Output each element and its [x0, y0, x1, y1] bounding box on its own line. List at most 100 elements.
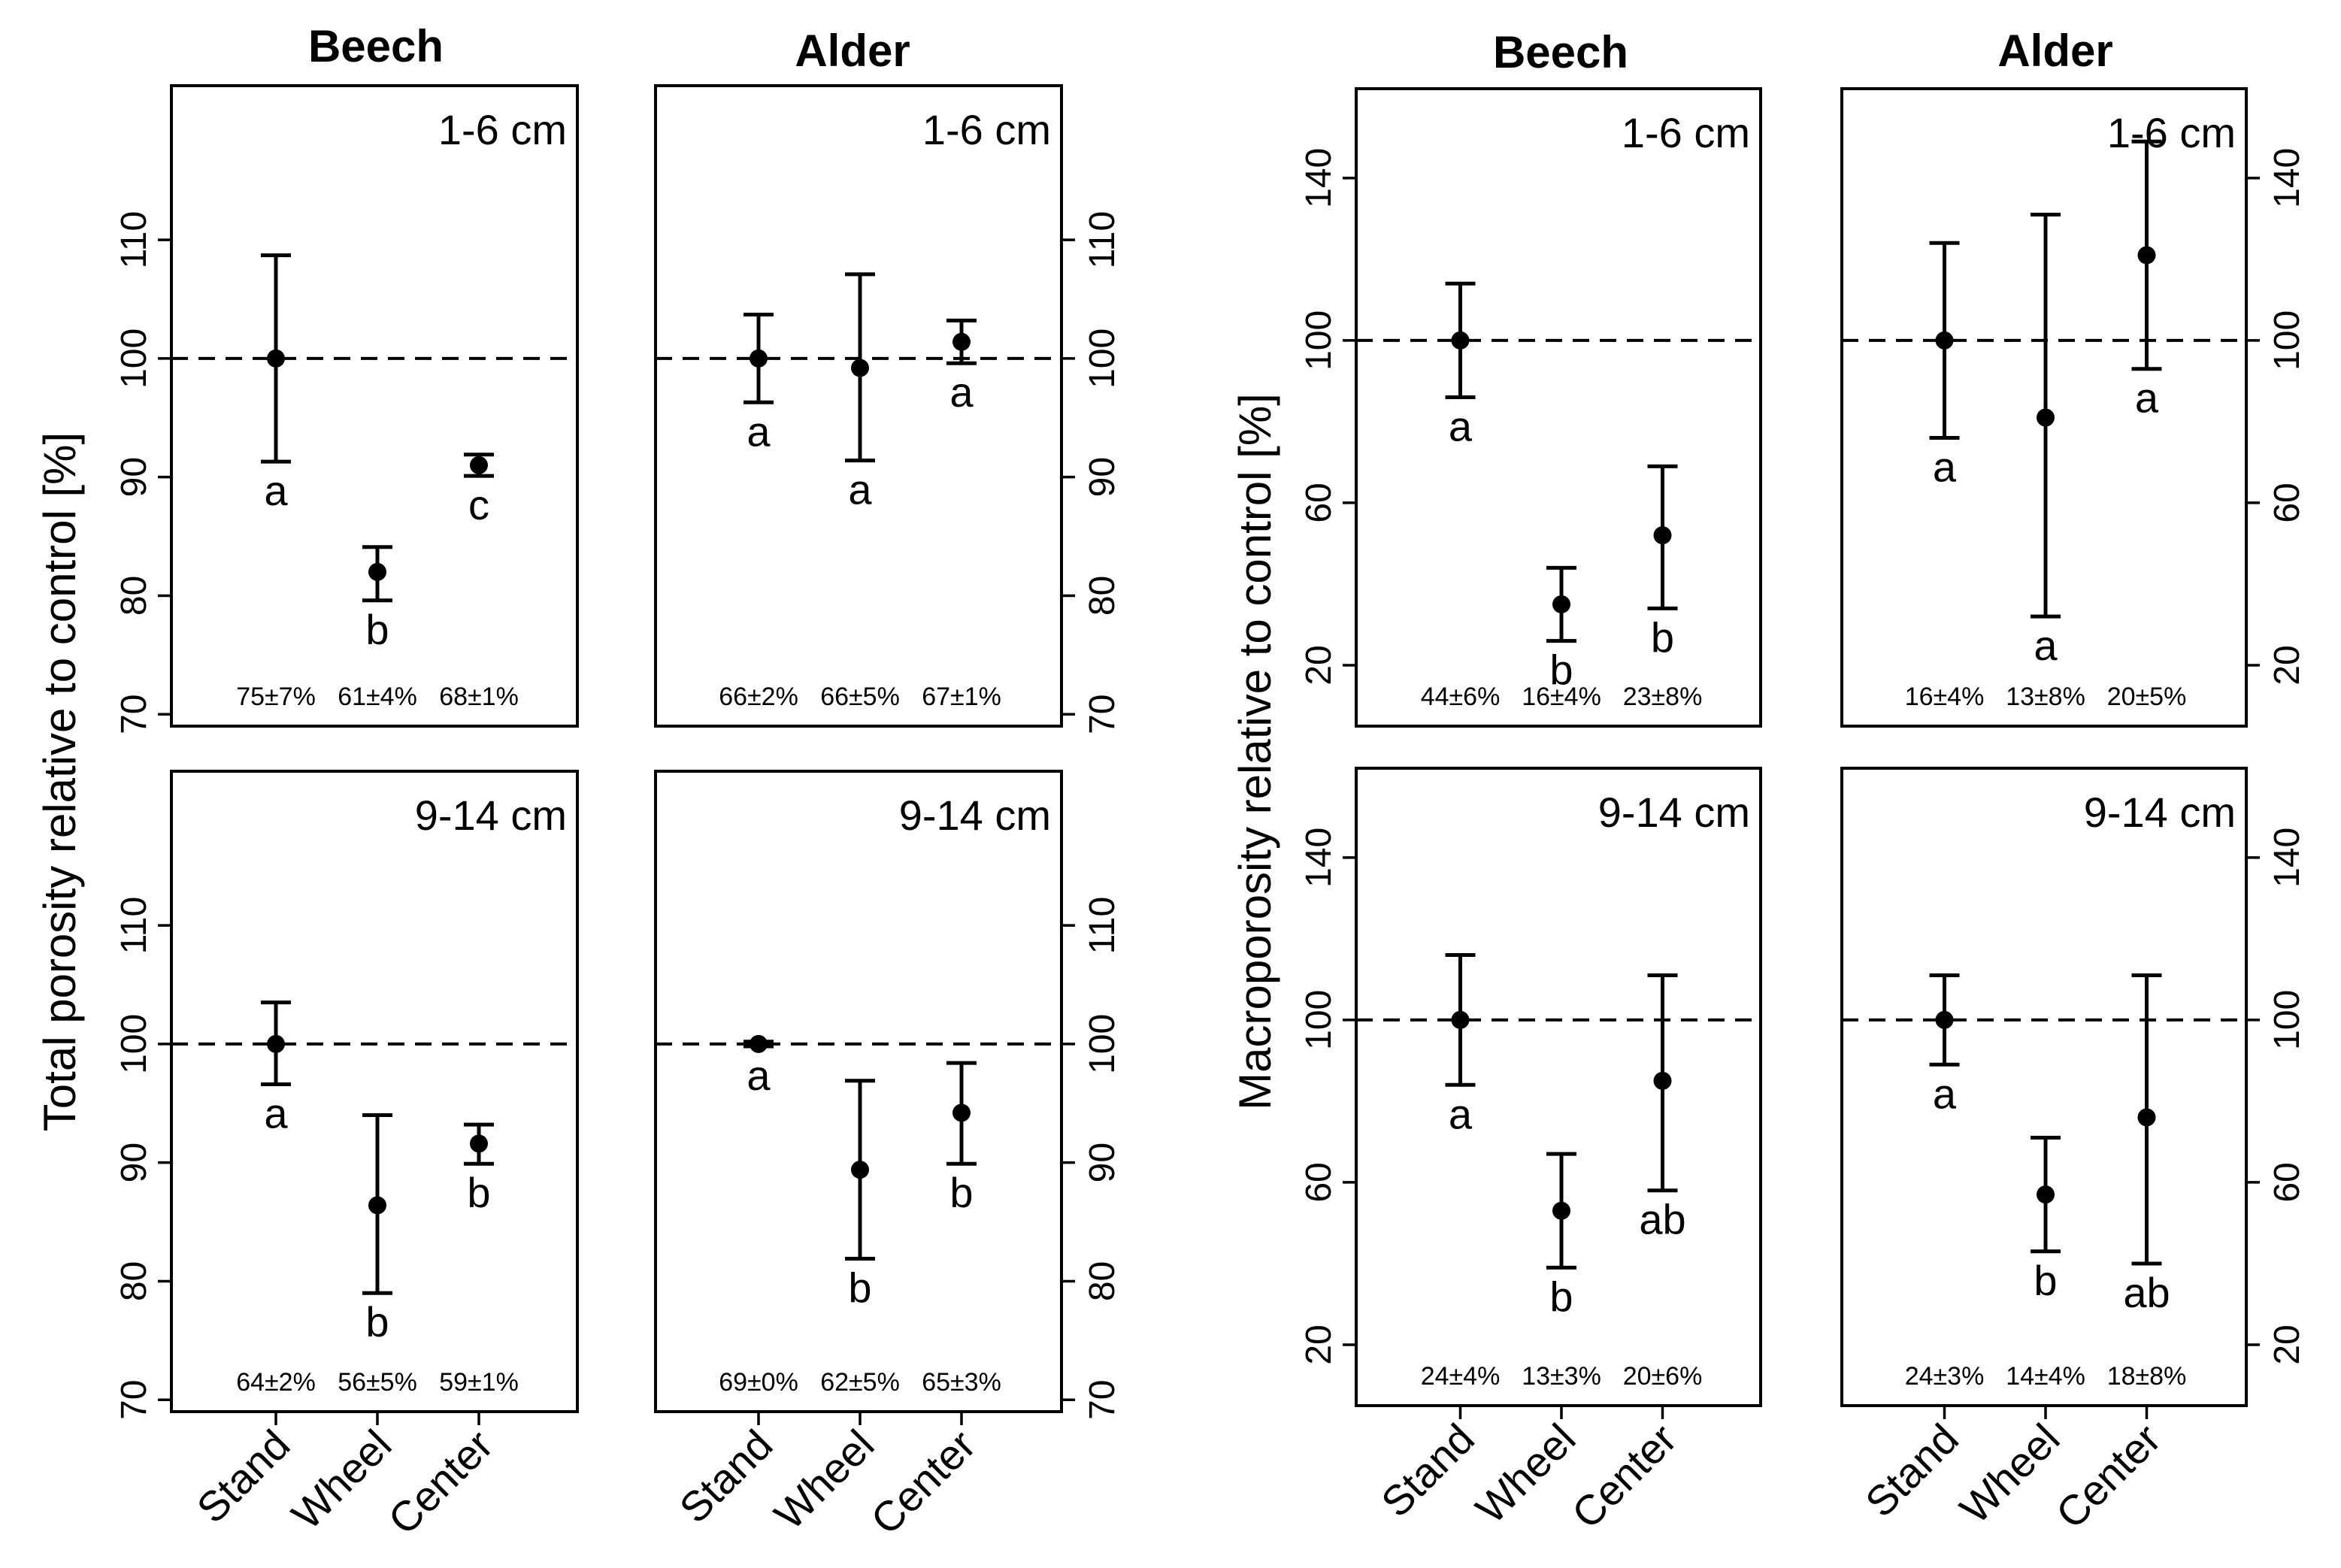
right-alder-1-6-cm-center-group-letter: a [2135, 374, 2159, 422]
right-alder-1-6-cm-wheel-absolute-value: 13±8% [2006, 683, 2085, 711]
right-beech-1-6-cm-wheel-absolute-value: 16±4% [1522, 683, 1601, 711]
right-beech-9-14-cm-wheel-group-letter: b [1549, 1273, 1573, 1320]
right-alder-1-6-cm-center-absolute-value: 20±5% [2107, 683, 2187, 711]
left-beech-9-14-cm-depth-label: 9-14 cm [415, 792, 567, 839]
left-alder-1-6-cm-y-tick-label: 100 [1083, 328, 1122, 389]
right-beech-9-14-cm-y-tick-label: 140 [1299, 828, 1339, 888]
left-beech-1-6-cm-y-tick-label: 80 [114, 576, 154, 616]
right-beech-9-14-cm-wheel-absolute-value: 13±3% [1522, 1362, 1601, 1391]
left-beech-1-6-cm-wheel-point [368, 562, 386, 581]
left-alder-9-14-cm-wheel-group-letter: b [848, 1264, 871, 1311]
right-alder-9-14-cm-x-tick-label-stand: Stand [1856, 1415, 1967, 1526]
right-alder-1-6-cm-stand-group-letter: a [1933, 443, 1957, 491]
left-alder-9-14-cm-stand-group-letter: a [747, 1052, 771, 1099]
left-alder-9-14-cm-y-tick-label: 110 [1083, 897, 1122, 955]
right-alder-9-14-cm-depth-label: 9-14 cm [2084, 789, 2236, 836]
right-y-axis-title: Macroporosity relative to control [%] [1230, 393, 1280, 1110]
left-alder-1-6-cm-center-point [952, 332, 971, 351]
left-alder-1-6-cm-stand-group-letter: a [747, 407, 771, 455]
right-alder-9-14-cm-x-tick-label-center: Center [2047, 1415, 2170, 1537]
right-alder-9-14-cm-y-tick-label: 100 [2267, 990, 2307, 1050]
right-beech-1-6-cm-wheel-point [1552, 595, 1570, 613]
right-alder-9-14-cm-y-tick-label: 60 [2267, 1162, 2307, 1202]
left-alder-9-14-cm-wheel-absolute-value: 62±5% [820, 1368, 900, 1397]
left-beech-9-14-cm-x-tick-label-wheel: Wheel [283, 1421, 401, 1539]
right-alder-1-6-cm-wheel-group-letter: a [2034, 622, 2058, 669]
right-alder-1-6-cm-center-point [2137, 246, 2156, 265]
left-beech-1-6-cm-stand-absolute-value: 75±7% [236, 683, 316, 711]
right-alder-9-14-cm-stand-point [1935, 1010, 1954, 1029]
right-beech-9-14-cm-center-point [1653, 1071, 1672, 1090]
left-beech-9-14-cm-wheel-point [368, 1196, 386, 1215]
right-beech-9-14-cm-x-tick-label-stand: Stand [1372, 1415, 1483, 1526]
right-alder-9-14-cm-y-tick-label: 20 [2267, 1324, 2307, 1364]
right-alder-column-title: Alder [1997, 26, 2112, 76]
left-alder-9-14-cm-depth-label: 9-14 cm [899, 792, 1051, 839]
right-beech-9-14-cm-y-tick-label: 100 [1299, 990, 1339, 1050]
left-beech-9-14-cm-center-absolute-value: 59±1% [439, 1368, 519, 1397]
right-alder-1-6-cm-stand-absolute-value: 16±4% [1905, 683, 1985, 711]
right-alder-1-6-cm-wheel-point [2037, 408, 2055, 427]
left-alder-9-14-cm-stand-point [750, 1034, 768, 1053]
left-beech-1-6-cm-center-group-letter: c [468, 481, 489, 528]
left-alder-1-6-cm-wheel-point [851, 359, 869, 377]
right-beech-1-6-cm-y-tick-label: 100 [1299, 310, 1339, 371]
left-alder-1-6-cm-center-group-letter: a [949, 368, 974, 416]
left-alder-1-6-cm-y-tick-label: 110 [1083, 211, 1122, 269]
right-alder-1-6-cm-frame [1840, 87, 2248, 728]
left-beech-1-6-cm-wheel-absolute-value: 61±4% [338, 683, 417, 711]
right-beech-9-14-cm-stand-absolute-value: 24±4% [1421, 1362, 1501, 1391]
left-alder-1-6-cm-stand-point [750, 349, 768, 368]
right-alder-9-14-cm-center-point [2137, 1108, 2156, 1127]
left-beech-1-6-cm-y-tick-label: 90 [114, 457, 154, 497]
left-alder-9-14-cm-y-tick-label: 90 [1083, 1143, 1122, 1182]
left-alder-1-6-cm-y-tick-label: 70 [1083, 695, 1122, 734]
right-alder-9-14-cm-stand-absolute-value: 24±3% [1905, 1362, 1985, 1391]
right-beech-1-6-cm-depth-label: 1-6 cm [1622, 109, 1750, 156]
left-alder-9-14-cm-stand-absolute-value: 69±0% [719, 1368, 798, 1397]
right-alder-9-14-cm-center-group-letter: ab [2123, 1269, 2170, 1316]
right-alder-1-6-cm-y-tick-label: 100 [2267, 310, 2307, 371]
right-beech-1-6-cm-stand-absolute-value: 44±6% [1421, 683, 1501, 711]
right-beech-9-14-cm-x-tick-label-center: Center [1563, 1415, 1685, 1537]
right-beech-1-6-cm-y-tick-label: 140 [1299, 148, 1339, 208]
right-beech-9-14-cm-center-group-letter: ab [1639, 1196, 1685, 1243]
right-beech-9-14-cm-y-tick-label: 60 [1299, 1162, 1339, 1202]
left-alder-9-14-cm-wheel-point [851, 1161, 869, 1179]
left-beech-1-6-cm-center-point [470, 456, 488, 474]
right-beech-9-14-cm-depth-label: 9-14 cm [1598, 789, 1750, 836]
right-beech-1-6-cm-stand-group-letter: a [1449, 402, 1473, 450]
left-alder-1-6-cm-wheel-absolute-value: 66±5% [820, 683, 900, 711]
right-beech-9-14-cm-center-absolute-value: 20±6% [1623, 1362, 1703, 1391]
left-alder-9-14-cm-center-point [952, 1103, 971, 1122]
left-y-axis-title: Total porosity relative to control [%] [35, 432, 85, 1131]
right-beech-1-6-cm-stand-point [1451, 331, 1470, 350]
right-beech-1-6-cm-center-group-letter: b [1651, 613, 1674, 661]
left-beech-9-14-cm-frame [170, 770, 579, 1413]
left-alder-1-6-cm-center-absolute-value: 67±1% [922, 683, 1001, 711]
left-beech-1-6-cm-stand-group-letter: a [264, 467, 288, 514]
left-beech-1-6-cm-depth-label: 1-6 cm [438, 106, 567, 153]
left-beech-9-14-cm-y-tick-label: 100 [114, 1014, 154, 1074]
left-beech-1-6-cm-wheel-group-letter: b [365, 606, 389, 653]
right-beech-9-14-cm-wheel-point [1552, 1201, 1570, 1220]
left-alder-1-6-cm-wheel-group-letter: a [848, 466, 872, 513]
right-alder-1-6-cm-y-tick-label: 20 [2267, 645, 2307, 685]
left-beech-1-6-cm-center-absolute-value: 68±1% [439, 683, 519, 711]
left-beech-9-14-cm-center-point [470, 1134, 488, 1153]
left-beech-9-14-cm-center-group-letter: b [467, 1169, 490, 1216]
right-beech-9-14-cm-y-tick-label: 20 [1299, 1324, 1339, 1364]
left-alder-1-6-cm-frame [654, 84, 1063, 728]
right-alder-9-14-cm-wheel-absolute-value: 14±4% [2006, 1362, 2085, 1391]
right-alder-9-14-cm-x-tick-label-wheel: Wheel [1951, 1415, 2069, 1533]
right-alder-1-6-cm-y-tick-label: 60 [2267, 483, 2307, 522]
left-alder-9-14-cm-center-absolute-value: 65±3% [922, 1368, 1001, 1397]
left-beech-9-14-cm-y-tick-label: 90 [114, 1143, 154, 1182]
right-beech-9-14-cm-frame [1355, 767, 1762, 1407]
left-beech-9-14-cm-stand-point [267, 1034, 285, 1053]
right-beech-1-6-cm-y-tick-label: 20 [1299, 645, 1339, 685]
left-beech-9-14-cm-stand-group-letter: a [264, 1090, 288, 1137]
left-alder-9-14-cm-center-group-letter: b [949, 1169, 973, 1216]
right-beech-1-6-cm-center-absolute-value: 23±8% [1623, 683, 1703, 711]
